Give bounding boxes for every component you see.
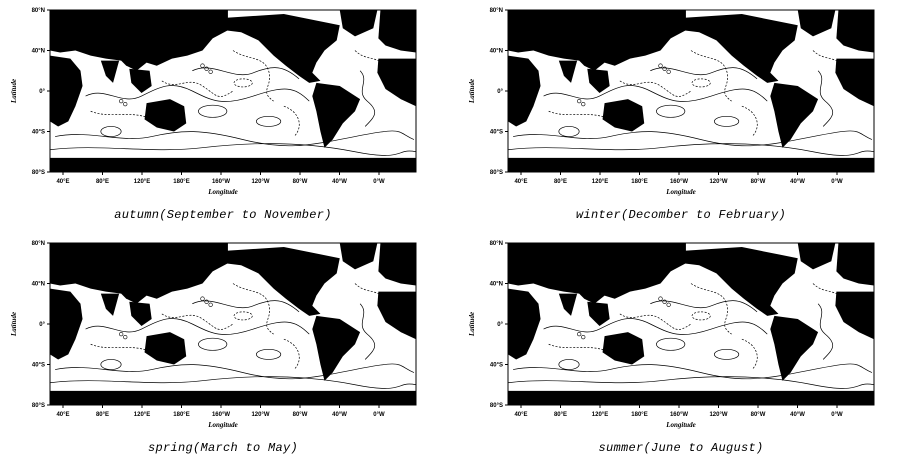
x-tick-label: 120°W (709, 412, 727, 418)
x-tick-label: 80°W (293, 179, 308, 185)
x-tick-label: 40°E (514, 412, 527, 418)
map-panel: 80°N 40°N 0° 40°S 80°S 40°E 80°E 120°E 180°E 160°… (468, 241, 875, 455)
caption: autumn(September to November) (114, 208, 332, 222)
x-tick-label: 120°E (592, 412, 608, 418)
y-tick-label: 80°N (32, 241, 45, 247)
caption: summer(June to August) (598, 441, 763, 455)
map (50, 243, 416, 405)
map-panel: 80°N 40°N 0° 40°S 80°S 40°E 80°E 120°E 180°E 160°… (468, 8, 875, 222)
x-tick-label: 80°E (554, 179, 567, 185)
map-panel: 80°N 40°N 0° 40°S 80°S 40°E 80°E 120°E 180°E 160°… (10, 241, 417, 455)
y-tick-label: 80°S (32, 403, 45, 409)
x-tick-label: 40°W (790, 412, 805, 418)
x-tick-label: 40°W (790, 179, 805, 185)
x-tick-label: 0°W (373, 179, 385, 185)
y-tick-label: 80°S (32, 170, 45, 176)
x-tick-label: 40°W (332, 179, 347, 185)
caption: spring(March to May) (148, 441, 298, 455)
x-tick-label: 120°W (251, 179, 269, 185)
y-tick-label: 0° (497, 322, 503, 328)
x-tick-label: 120°W (709, 179, 727, 185)
x-axis-title: Longitude (665, 188, 696, 196)
x-axis-title: Longitude (207, 421, 238, 429)
x-tick-label: 80°W (293, 412, 308, 418)
x-tick-label: 120°E (592, 179, 608, 185)
x-tick-label: 160°W (670, 412, 688, 418)
x-tick-label: 40°W (332, 412, 347, 418)
map (508, 10, 874, 172)
x-tick-label: 0°W (831, 179, 843, 185)
y-tick-label: 0° (497, 89, 503, 95)
caption: winter(Decomber to February) (576, 208, 786, 222)
x-tick-label: 120°E (134, 412, 150, 418)
x-tick-label: 180°E (173, 412, 189, 418)
y-axis-title: Latitude (468, 79, 476, 104)
x-tick-label: 80°E (554, 412, 567, 418)
y-tick-label: 40°S (32, 130, 45, 136)
x-tick-label: 0°W (373, 412, 385, 418)
x-tick-label: 40°E (56, 412, 69, 418)
y-tick-label: 40°S (32, 363, 45, 369)
y-tick-label: 40°S (490, 130, 503, 136)
y-tick-label: 80°S (490, 403, 503, 409)
y-tick-label: 40°N (490, 49, 503, 55)
y-tick-label: 40°S (490, 363, 503, 369)
x-tick-label: 80°W (751, 179, 766, 185)
y-axis-title: Latitude (468, 312, 476, 337)
y-tick-label: 40°N (32, 282, 45, 288)
x-tick-label: 40°E (514, 179, 527, 185)
x-tick-label: 120°W (251, 412, 269, 418)
x-tick-label: 180°E (631, 412, 647, 418)
x-tick-label: 180°E (173, 179, 189, 185)
x-tick-label: 80°E (96, 179, 109, 185)
y-tick-label: 40°N (490, 282, 503, 288)
y-tick-label: 40°N (32, 49, 45, 55)
x-tick-label: 0°W (831, 412, 843, 418)
x-tick-label: 80°E (96, 412, 109, 418)
map (50, 10, 416, 172)
x-tick-label: 120°E (134, 179, 150, 185)
x-axis-title: Longitude (665, 421, 696, 429)
y-tick-label: 80°N (490, 241, 503, 247)
map-panel: 80°N 40°N 0° 40°S 80°S 40°E 80°E 120°E 180°E 160°… (10, 8, 417, 222)
x-tick-label: 180°E (631, 179, 647, 185)
x-tick-label: 160°W (670, 179, 688, 185)
y-tick-label: 80°N (490, 8, 503, 14)
x-tick-label: 160°W (212, 179, 230, 185)
x-tick-label: 80°W (751, 412, 766, 418)
y-tick-label: 0° (39, 89, 45, 95)
x-tick-label: 40°E (56, 179, 69, 185)
y-tick-label: 0° (39, 322, 45, 328)
y-axis-title: Latitude (10, 79, 18, 104)
y-tick-label: 80°S (490, 170, 503, 176)
map (508, 243, 874, 405)
x-tick-label: 160°W (212, 412, 230, 418)
x-axis-title: Longitude (207, 188, 238, 196)
y-tick-label: 80°N (32, 8, 45, 14)
y-axis-title: Latitude (10, 312, 18, 337)
